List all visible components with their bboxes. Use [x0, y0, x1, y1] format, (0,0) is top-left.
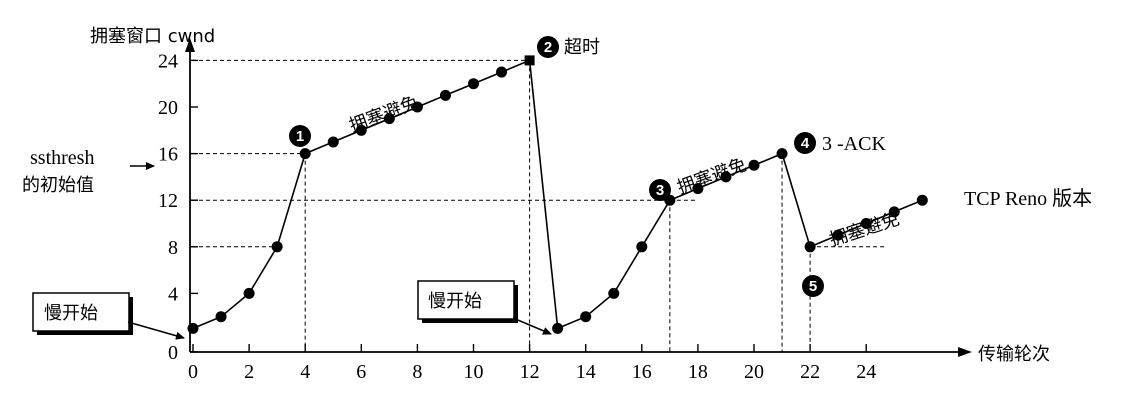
data-point: [720, 171, 732, 183]
x-tick-label: 20: [744, 361, 764, 383]
data-point: [580, 311, 592, 323]
y-tick-label: 24: [158, 50, 178, 72]
y-tick-label: 4: [168, 283, 178, 305]
badge-3: 3: [649, 179, 671, 201]
svg-text:2: 2: [544, 39, 552, 56]
data-point: [468, 78, 479, 90]
data-point: [608, 287, 620, 299]
svg-text:1: 1: [296, 128, 304, 145]
data-point: [636, 241, 648, 253]
data-point: [187, 322, 199, 334]
data-points: [187, 55, 928, 334]
data-point: [888, 206, 900, 218]
data-point: [552, 322, 564, 334]
data-point-peak: [524, 55, 535, 66]
x-tick-label: 2: [244, 361, 254, 383]
badge-1: 1: [289, 125, 311, 147]
x-axis-title: 传输轮次: [978, 344, 1050, 365]
y-axis-ticks: 0 4 8 12 16 20 24: [158, 50, 198, 364]
triple-ack-label: 3 -ACK: [822, 133, 886, 155]
slow-start-pointer-1: [127, 321, 185, 340]
slow-start-label-2: 慢开始: [428, 291, 482, 312]
x-tick-label: 10: [464, 361, 484, 383]
x-tick-label: 4: [300, 361, 310, 383]
x-tick-label: 8: [412, 361, 422, 383]
data-point: [860, 218, 872, 229]
data-point: [215, 311, 227, 323]
data-point: [299, 148, 311, 160]
data-point: [439, 89, 451, 101]
x-axis-arrow: [958, 347, 972, 357]
data-point: [327, 136, 339, 148]
y-axis-arrow: [185, 38, 195, 52]
ssthresh-label-line2: 的初始值: [22, 175, 94, 196]
badge-5: 5: [802, 275, 824, 297]
dashed-guide-lines: [192, 59, 886, 352]
slow-start-box-1: 慢开始: [32, 292, 133, 335]
x-tick-label: 6: [356, 361, 366, 383]
phase-label-congestion-avoidance-3: 拥塞避免: [827, 209, 902, 251]
slow-start-box-2: 慢开始: [417, 280, 518, 323]
data-point: [832, 229, 844, 241]
x-tick-label: 22: [800, 361, 820, 383]
svg-text:4: 4: [801, 135, 810, 152]
x-tick-label: 24: [856, 361, 876, 383]
data-point: [776, 148, 788, 160]
phase-label-congestion-avoidance-1: 拥塞避免: [347, 92, 422, 136]
data-point: [383, 113, 395, 125]
ssthresh-label-line1: ssthresh: [30, 147, 94, 169]
svg-text:5: 5: [809, 278, 817, 295]
data-point: [916, 194, 928, 206]
slow-start-label-1: 慢开始: [44, 303, 98, 324]
y-axis-title: 拥塞窗口 cwnd: [90, 26, 215, 47]
data-point: [243, 287, 255, 299]
badge-2: 2: [537, 36, 559, 58]
x-tick-label: 0: [188, 361, 198, 383]
x-tick-label: 16: [632, 361, 652, 383]
phase-label-congestion-avoidance-2: 拥塞避免: [675, 154, 750, 198]
timeout-label: 超时: [564, 37, 600, 58]
x-tick-label: 12: [520, 361, 540, 383]
data-point: [355, 124, 367, 136]
data-point: [411, 101, 423, 113]
data-point: [804, 241, 816, 253]
series-label-tcp-reno: TCP Reno 版本: [964, 187, 1092, 210]
badge-4: 4: [794, 132, 816, 154]
y-tick-label: 20: [158, 97, 178, 119]
y-tick-label: 0: [168, 342, 178, 364]
data-point: [271, 241, 283, 253]
data-point: [692, 183, 704, 195]
svg-text:3: 3: [656, 182, 664, 199]
x-axis-ticks: 0 2 4 6 8 10 12 14 16 18 20 22 24: [188, 344, 876, 383]
y-tick-label: 12: [158, 190, 178, 212]
slow-start-pointer-2: [512, 317, 552, 335]
data-point: [496, 66, 508, 78]
x-tick-label: 18: [688, 361, 708, 383]
y-tick-label: 8: [168, 237, 178, 259]
y-tick-label: 16: [158, 144, 178, 166]
x-tick-label: 14: [576, 361, 596, 383]
data-point: [748, 159, 760, 171]
